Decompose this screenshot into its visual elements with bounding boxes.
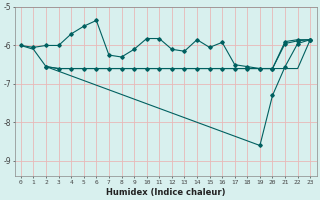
X-axis label: Humidex (Indice chaleur): Humidex (Indice chaleur) — [106, 188, 225, 197]
